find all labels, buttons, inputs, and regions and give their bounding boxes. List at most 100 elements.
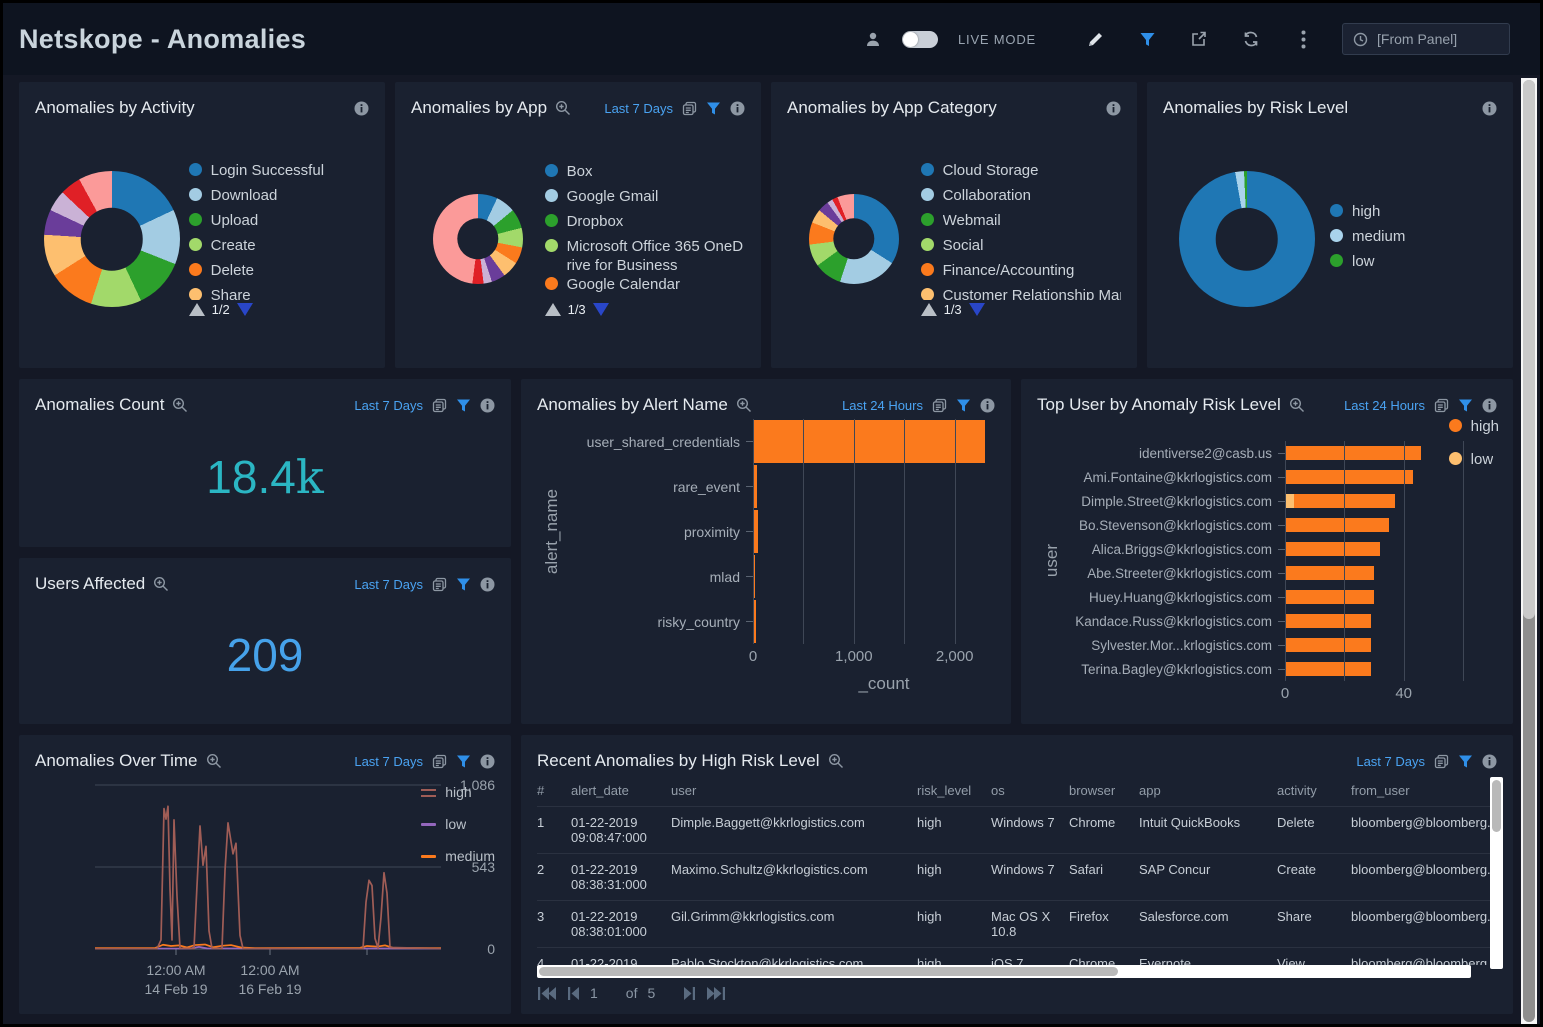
zoom-in-icon[interactable] [736,397,752,413]
bar-high[interactable] [1285,662,1372,676]
info-icon[interactable] [479,576,495,592]
column-header[interactable]: # [537,783,545,798]
legend-page-down-icon[interactable] [592,302,609,316]
legend-item[interactable]: Share [188,286,369,300]
filter-funnel-icon[interactable] [1138,30,1156,48]
copy-icon[interactable] [681,100,697,116]
info-icon[interactable] [1105,100,1121,116]
legend-item[interactable]: medium [421,847,495,866]
column-header[interactable]: browser [1069,783,1116,798]
copy-icon[interactable] [431,753,447,769]
bar[interactable] [753,420,985,463]
legend-item[interactable]: Cloud Storage [920,161,1121,186]
scrollbar-thumb[interactable] [539,967,1119,976]
zoom-in-icon[interactable] [172,397,188,413]
bar-high[interactable] [1285,470,1413,484]
first-page-button[interactable] [537,986,557,1001]
kebab-menu-icon[interactable] [1294,30,1312,48]
column-header[interactable]: from_user [1351,783,1410,798]
info-icon[interactable] [1481,100,1497,116]
copy-icon[interactable] [931,397,947,413]
column-header[interactable]: os [991,783,1005,798]
bar-high[interactable] [1285,614,1372,628]
panel-filter-icon[interactable] [455,576,471,592]
bar[interactable] [753,510,758,553]
legend-item[interactable]: Dropbox [544,212,745,237]
panel-filter-icon[interactable] [1457,753,1473,769]
info-icon[interactable] [1481,397,1497,413]
panel-time-range[interactable]: Last 24 Hours [1344,397,1425,413]
copy-icon[interactable] [431,576,447,592]
bar[interactable] [753,600,756,643]
zoom-in-icon[interactable] [153,576,169,592]
legend-item[interactable]: Login Successful [188,161,369,186]
bar-high[interactable] [1285,446,1422,460]
window-scrollbar[interactable] [1521,78,1537,1024]
bar-high[interactable] [1285,542,1380,556]
next-page-button[interactable] [683,986,696,1001]
legend-item[interactable]: Google Calendar [544,275,745,300]
table-row[interactable]: 4 01-22-2019 Pablo.Stockton@kkrlogistics.c… [537,947,1497,965]
share-export-icon[interactable] [1190,30,1208,48]
info-icon[interactable] [353,100,369,116]
panel-filter-icon[interactable] [955,397,971,413]
table-row[interactable]: 2 01-22-2019 08:38:31:000 Maximo.Schultz@kk… [537,853,1497,900]
panel-filter-icon[interactable] [455,397,471,413]
legend-item[interactable]: Collaboration [920,186,1121,211]
legend-item[interactable]: Delete [188,261,369,286]
info-icon[interactable] [979,397,995,413]
legend-item[interactable]: Box [544,162,745,187]
panel-time-range[interactable]: Last 7 Days [1356,753,1425,769]
copy-icon[interactable] [1433,397,1449,413]
legend-item[interactable]: Download [188,186,369,211]
info-icon[interactable] [729,100,745,116]
column-header[interactable]: app [1139,783,1161,798]
table-vertical-scrollbar[interactable] [1490,777,1503,969]
legend-item[interactable]: high [1330,202,1497,227]
info-icon[interactable] [1481,753,1497,769]
zoom-in-icon[interactable] [1289,397,1305,413]
column-header[interactable]: risk_level [917,783,972,798]
legend-item[interactable]: medium [1330,227,1497,252]
legend-item[interactable]: Social [920,236,1121,261]
legend-page-up-icon[interactable] [920,303,937,316]
table-row[interactable]: 3 01-22-2019 08:38:01:000 Gil.Grimm@kkrlogi… [537,900,1497,947]
zoom-in-icon[interactable] [828,753,844,769]
panel-time-range[interactable]: Last 7 Days [354,397,423,413]
panel-time-range[interactable]: Last 24 Hours [842,397,923,413]
copy-icon[interactable] [431,397,447,413]
column-header[interactable]: alert_date [571,783,629,798]
panel-time-range[interactable]: Last 7 Days [354,576,423,592]
donut-chart-app-category[interactable] [808,194,899,284]
prev-page-button[interactable] [567,986,580,1001]
panel-time-range[interactable]: Last 7 Days [604,100,673,116]
bar-low[interactable] [1285,494,1294,508]
bar-high[interactable] [1285,566,1374,580]
legend-item[interactable]: low [1448,450,1499,475]
info-icon[interactable] [479,397,495,413]
panel-time-range[interactable]: Last 7 Days [354,753,423,769]
legend-item[interactable]: low [1330,252,1497,277]
line-chart-plot[interactable] [95,781,441,957]
legend-item[interactable]: Webmail [920,211,1121,236]
legend-item[interactable]: high [421,783,495,802]
bar-high[interactable] [1285,590,1374,604]
user-icon[interactable] [864,30,882,48]
panel-filter-icon[interactable] [1457,397,1473,413]
panel-filter-icon[interactable] [455,753,471,769]
info-icon[interactable] [479,753,495,769]
donut-chart-activity[interactable] [43,171,180,307]
donut-chart-risk-level[interactable] [1178,171,1315,307]
legend-page-down-icon[interactable] [236,303,253,316]
legend-item[interactable]: low [421,815,495,834]
bar-high[interactable] [1285,518,1389,532]
table-row[interactable]: 1 01-22-2019 09:08:47:000 Dimple.Baggett@kk… [537,806,1497,853]
legend-item[interactable]: Google Gmail [544,187,745,212]
last-page-button[interactable] [706,986,726,1001]
scrollbar-thumb[interactable] [1523,80,1535,620]
donut-chart-app[interactable] [432,194,523,284]
table-horizontal-scrollbar[interactable] [537,965,1471,978]
legend-page-up-icon[interactable] [188,303,205,316]
bar-high[interactable] [1293,494,1395,508]
legend-item[interactable]: Create [188,236,369,261]
